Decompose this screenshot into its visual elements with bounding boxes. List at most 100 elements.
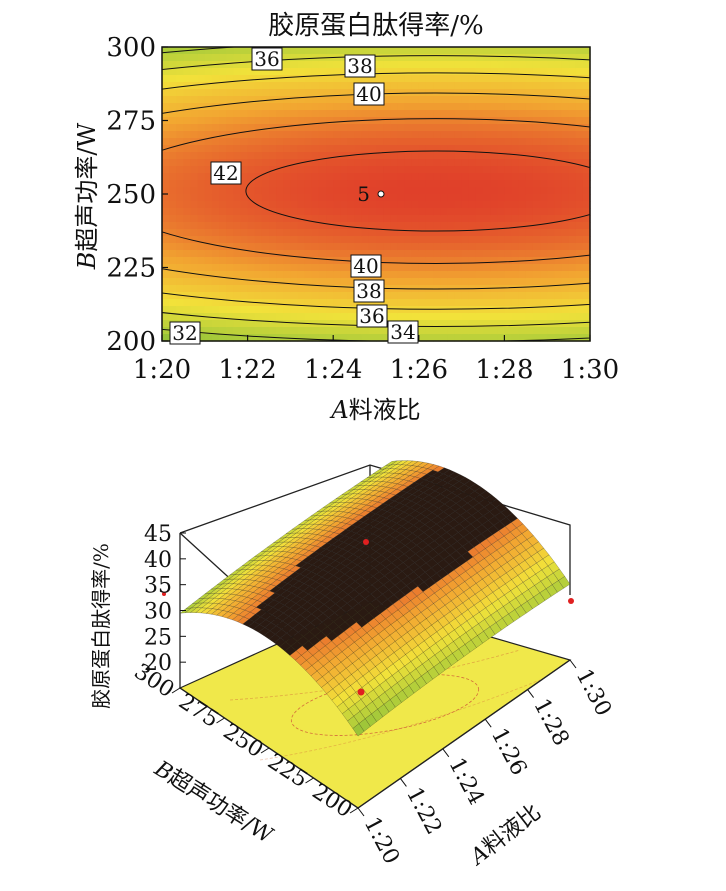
heatmap-cell: [540, 61, 548, 69]
heatmap-cell: [518, 68, 527, 76]
heatmap-cell: [554, 243, 563, 251]
heatmap-cell: [447, 208, 456, 216]
heatmap-cell: [247, 117, 256, 125]
heatmap-cell: [254, 82, 263, 90]
heatmap-cell: [568, 124, 577, 132]
heatmap-cell: [554, 222, 563, 230]
heatmap-cell: [247, 250, 256, 258]
heatmap-cell: [397, 208, 406, 216]
heatmap-cell: [532, 320, 541, 328]
heatmap-cell: [454, 124, 463, 132]
heatmap-cell: [475, 208, 484, 216]
heatmap-cell: [204, 208, 213, 216]
heatmap-cell: [554, 306, 563, 314]
heatmap-cell: [433, 103, 441, 111]
heatmap-cell: [404, 215, 413, 223]
heatmap-cell: [483, 173, 491, 181]
heatmap-cell: [447, 103, 456, 111]
heatmap-cell: [425, 152, 434, 160]
heatmap-cell: [397, 243, 406, 251]
heatmap-cell: [440, 187, 448, 195]
heatmap-cell: [497, 292, 505, 300]
heatmap-cell: [447, 215, 456, 223]
heatmap-cell: [497, 278, 505, 286]
heatmap-cell: [368, 236, 377, 244]
heatmap-cell: [311, 166, 320, 174]
heatmap-cell: [197, 285, 206, 293]
heatmap-cell: [411, 124, 420, 132]
heatmap-cell: [261, 159, 270, 167]
heatmap-cell: [190, 201, 199, 209]
heatmap-cell: [575, 271, 584, 279]
heatmap-cell: [326, 264, 334, 272]
heatmap-cell: [475, 159, 484, 167]
heatmap-cell: [261, 152, 270, 160]
heatmap-cell: [418, 61, 427, 69]
heatmap-cell: [368, 187, 377, 195]
heatmap-cell: [425, 194, 434, 202]
heatmap-cell: [433, 180, 441, 188]
heatmap-cell: [311, 257, 320, 265]
heatmap-cell: [483, 96, 491, 104]
heatmap-cell: [190, 243, 199, 251]
heatmap-cell: [247, 61, 256, 69]
heatmap-cell: [425, 313, 434, 321]
heatmap-cell: [511, 313, 520, 321]
heatmap-cell: [376, 68, 384, 76]
contour-line: [162, 118, 590, 264]
heatmap-cell: [547, 201, 555, 209]
heatmap-cell: [247, 229, 256, 237]
heatmap-cell: [575, 124, 584, 132]
heatmap-cell: [404, 152, 413, 160]
heatmap-cell: [354, 47, 363, 55]
heatmap-cell: [454, 194, 463, 202]
heatmap-cell: [433, 271, 441, 279]
heatmap-cell: [211, 208, 220, 216]
heatmap-cell: [211, 306, 220, 314]
heatmap-cell: [461, 152, 470, 160]
heatmap-cell: [347, 215, 356, 223]
heatmap-cell: [497, 327, 505, 335]
heatmap-cell: [261, 306, 270, 314]
heatmap-cell: [575, 194, 584, 202]
heatmap-cell: [575, 103, 584, 111]
heatmap-cell: [219, 117, 227, 125]
heatmap-cell: [383, 180, 391, 188]
heatmap-cell: [361, 187, 370, 195]
heatmap-cell: [454, 187, 463, 195]
heatmap-cell: [504, 320, 513, 328]
heatmap-cell: [568, 285, 577, 293]
heatmap-cell: [162, 124, 170, 132]
heatmap-cell: [276, 145, 284, 153]
heatmap-cell: [461, 208, 470, 216]
heatmap-cell: [162, 47, 170, 55]
heatmap-cell: [518, 110, 527, 118]
heatmap-cell: [219, 313, 227, 321]
heatmap-cell: [162, 82, 170, 90]
heatmap-cell: [504, 173, 513, 181]
heatmap-cell: [211, 124, 220, 132]
heatmap-cell: [162, 173, 170, 181]
heatmap-cell: [297, 103, 306, 111]
heatmap-cell: [376, 236, 384, 244]
heatmap-cell: [440, 222, 448, 230]
heatmap-cell: [582, 152, 591, 160]
heatmap-cell: [162, 138, 170, 146]
heatmap-cell: [311, 201, 320, 209]
heatmap-cell: [468, 145, 477, 153]
heatmap-cell: [204, 229, 213, 237]
heatmap-cell: [575, 299, 584, 307]
heatmap-cell: [483, 89, 491, 97]
heatmap-cell: [169, 110, 177, 118]
heatmap-cell: [368, 124, 377, 132]
heatmap-cell: [226, 89, 234, 97]
heatmap-cell: [240, 54, 249, 62]
heatmap-cell: [169, 117, 177, 125]
heatmap-cell: [483, 131, 491, 139]
heatmap-cell: [269, 131, 277, 139]
heatmap-cell: [497, 229, 505, 237]
heatmap-cell: [554, 187, 563, 195]
heatmap-cell: [490, 110, 498, 118]
heatmap-cell: [511, 236, 520, 244]
heatmap-cell: [347, 131, 356, 139]
